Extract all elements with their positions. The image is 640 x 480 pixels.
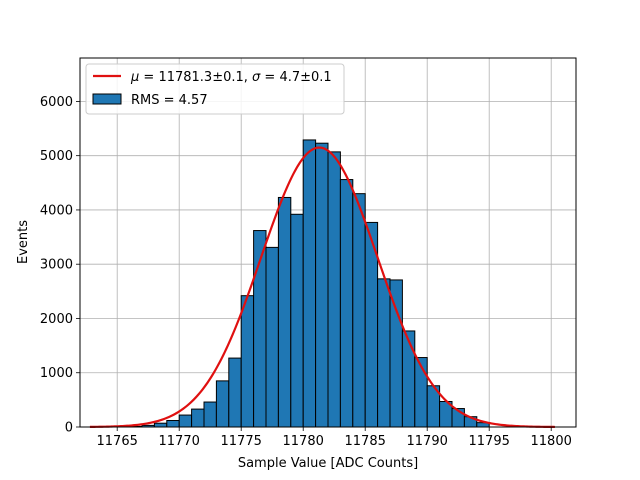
histogram-bar	[389, 279, 403, 428]
y-tick-label: 0	[65, 421, 73, 436]
legend-fit-label: μ = 11781.3±0.1, σ = 4.7±0.1	[130, 70, 332, 85]
histogram-bar	[203, 401, 217, 428]
histogram-bars	[129, 139, 490, 428]
histogram-bar	[178, 414, 193, 428]
histogram-bar	[315, 142, 329, 428]
histogram-bar	[228, 357, 242, 428]
x-tick-label: 11800	[531, 434, 572, 449]
x-tick-label: 11770	[159, 434, 200, 449]
histogram-bar	[215, 380, 230, 428]
gaussian-fit-curve	[89, 146, 555, 429]
histogram-bar	[166, 419, 180, 428]
histogram-bar	[277, 196, 292, 428]
legend-box	[85, 63, 345, 115]
legend-mu-symbol: μ	[130, 70, 139, 85]
y-tick-label: 2000	[40, 312, 73, 327]
histogram-bar	[191, 408, 205, 428]
x-tick-label: 11775	[221, 434, 262, 449]
legend-hist-label: RMS = 4.57	[131, 93, 208, 108]
histogram-bar	[352, 193, 366, 428]
x-axis-ticks: 11765 11770 11775 11780 11785 11790 11795 11800	[97, 427, 572, 449]
histogram-bar	[240, 295, 255, 428]
x-axis-label: Sample Value [ADC Counts]	[238, 456, 418, 471]
legend-hist-swatch	[92, 93, 122, 105]
legend-sigma-value: = 4.7±0.1	[260, 70, 331, 85]
y-tick-label: 6000	[40, 95, 73, 110]
histogram-bar	[302, 139, 317, 428]
histogram-bar	[377, 278, 391, 428]
x-tick-label: 11785	[345, 434, 386, 449]
y-axis-ticks: 0 1000 2000 3000 4000 5000 6000	[40, 95, 80, 436]
legend-sigma-symbol: σ	[252, 70, 261, 85]
legend: μ = 11781.3±0.1, σ = 4.7±0.1 RMS = 4.57	[85, 63, 345, 115]
x-tick-label: 11795	[469, 434, 510, 449]
y-tick-label: 1000	[40, 366, 73, 381]
histogram-bar	[290, 213, 304, 428]
histogram-bar	[339, 179, 354, 428]
y-tick-label: 4000	[40, 203, 73, 218]
x-tick-label: 11765	[97, 434, 138, 449]
histogram-bar	[153, 422, 168, 428]
y-tick-label: 5000	[40, 149, 73, 164]
histogram-bar	[401, 330, 416, 428]
histogram-bar	[327, 151, 341, 428]
y-tick-label: 3000	[40, 258, 73, 273]
x-tick-label: 11790	[407, 434, 448, 449]
plot-frame	[79, 57, 577, 428]
x-tick-label: 11780	[283, 434, 324, 449]
y-axis-label: Events	[16, 220, 31, 264]
legend-mu-value: = 11781.3±0.1,	[139, 70, 252, 85]
histogram-bar	[265, 246, 279, 428]
